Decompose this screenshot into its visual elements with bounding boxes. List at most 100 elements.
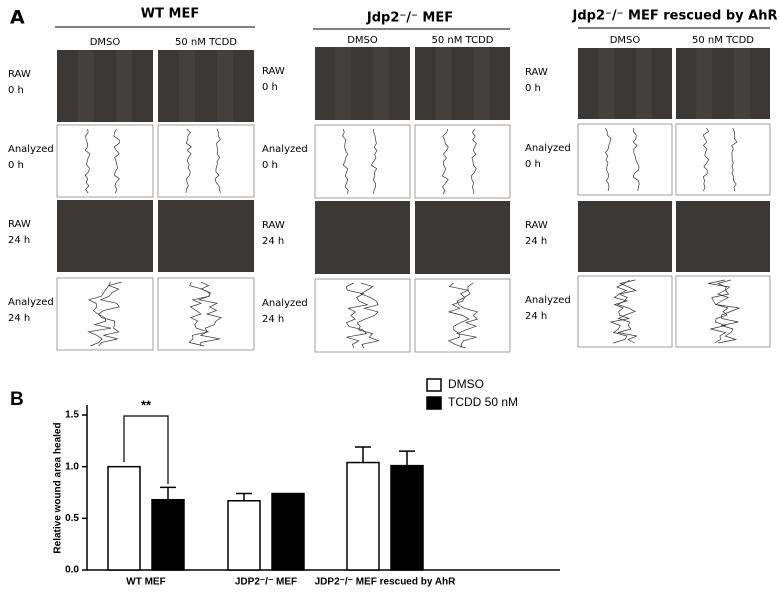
cell-front bbox=[342, 128, 349, 195]
row-label: Analyzed bbox=[262, 298, 308, 309]
wound-edge bbox=[178, 50, 195, 122]
row-label: RAW bbox=[262, 66, 285, 77]
row-label: RAW bbox=[262, 220, 285, 231]
cell-front bbox=[456, 282, 479, 349]
cell-front bbox=[714, 279, 741, 344]
wound-edge bbox=[373, 47, 390, 120]
micrograph bbox=[315, 47, 410, 120]
row-label: 0 h bbox=[8, 85, 24, 96]
panel-b: B Relative wound area healed 0.0 0.5 1.0 1.… bbox=[10, 377, 560, 588]
bar bbox=[227, 500, 261, 571]
row-label: Analyzed bbox=[525, 143, 571, 154]
row-label: 24 h bbox=[8, 235, 30, 246]
bar bbox=[346, 461, 380, 571]
cell-front bbox=[471, 128, 477, 195]
wound-edge bbox=[217, 50, 234, 122]
wound-edge bbox=[733, 48, 750, 119]
cell-front bbox=[731, 127, 738, 192]
row-label: RAW bbox=[525, 67, 548, 78]
micrograph bbox=[314, 278, 411, 353]
cell-front bbox=[84, 128, 91, 194]
column-label: 50 nM TCDD bbox=[432, 35, 494, 46]
row-label: Analyzed bbox=[8, 297, 54, 308]
micrograph bbox=[158, 200, 254, 272]
bar bbox=[151, 498, 185, 571]
x-tick-label: JDP2⁻/⁻ MEF rescued by AhR bbox=[315, 577, 457, 588]
row-label: 24 h bbox=[262, 314, 284, 325]
wound-edge bbox=[696, 48, 713, 119]
cell-front bbox=[616, 279, 638, 344]
bar bbox=[390, 464, 424, 571]
micrograph bbox=[676, 48, 770, 119]
wound-edge bbox=[435, 47, 452, 120]
significance-bracket bbox=[123, 415, 169, 484]
cell-front bbox=[97, 281, 122, 347]
x-tick-label: JDP2⁻/⁻ MEF bbox=[235, 577, 297, 588]
row-label: 24 h bbox=[8, 313, 30, 324]
wound-edge bbox=[116, 50, 133, 122]
bar bbox=[107, 465, 141, 571]
column-label: 50 nM TCDD bbox=[175, 37, 237, 48]
column-label: 50 nM TCDD bbox=[692, 35, 754, 46]
y-tick-label: 1.0 bbox=[65, 461, 79, 472]
legend-label: TCDD 50 nM bbox=[448, 395, 518, 409]
micrograph bbox=[314, 124, 411, 199]
cell-front bbox=[370, 128, 378, 195]
error-bar bbox=[236, 492, 252, 501]
row-label: 24 h bbox=[525, 236, 547, 247]
cell-front bbox=[113, 128, 120, 194]
micrograph bbox=[157, 124, 255, 198]
row-label: 0 h bbox=[262, 160, 278, 171]
y-tick-label: 1.5 bbox=[65, 410, 79, 421]
cell-front bbox=[197, 281, 222, 347]
x-tick-label: WT MEF bbox=[126, 577, 165, 588]
row-label: 0 h bbox=[262, 82, 278, 93]
micrograph bbox=[578, 201, 672, 272]
micrograph bbox=[414, 124, 511, 199]
row-label: 24 h bbox=[262, 236, 284, 247]
row-label: 0 h bbox=[525, 159, 541, 170]
panel-a: A WT MEF DMSO 50 nM TCDD RAW 0 h Analyzed 0 h R… bbox=[8, 7, 777, 353]
row-label: RAW bbox=[8, 219, 31, 230]
row-label: Analyzed bbox=[262, 144, 308, 155]
row-label: Analyzed bbox=[8, 144, 54, 155]
legend-label: DMSO bbox=[448, 377, 484, 391]
row-label: 0 h bbox=[8, 160, 24, 171]
cell-front bbox=[632, 127, 640, 192]
micrograph bbox=[57, 50, 153, 122]
error-bar bbox=[355, 446, 371, 463]
y-tick-label: 0.5 bbox=[65, 513, 79, 524]
column-label: DMSO bbox=[90, 37, 121, 48]
cell-front bbox=[609, 279, 631, 344]
cell-front bbox=[188, 281, 210, 347]
significance-label: ** bbox=[141, 397, 152, 412]
micrograph bbox=[57, 200, 153, 272]
legend-swatch bbox=[426, 378, 442, 392]
y-tick-label: 0.0 bbox=[65, 565, 79, 576]
row-label: 0 h bbox=[525, 83, 541, 94]
micrograph bbox=[415, 47, 510, 120]
cell-front bbox=[214, 128, 221, 194]
error-bar bbox=[160, 486, 176, 500]
panel-label: A bbox=[10, 7, 25, 29]
y-axis-label: Relative wound area healed bbox=[53, 422, 64, 553]
group-title: Jdp2⁻/⁻ MEF rescued by AhR bbox=[572, 9, 778, 24]
row-label: 24 h bbox=[525, 311, 547, 322]
error-bar bbox=[399, 450, 415, 466]
cell-front bbox=[356, 282, 380, 349]
micrograph bbox=[578, 48, 672, 119]
wound-edge bbox=[335, 47, 352, 120]
cell-front bbox=[702, 127, 710, 192]
cell-front bbox=[708, 279, 731, 344]
row-label: Analyzed bbox=[525, 295, 571, 306]
legend-swatch bbox=[426, 396, 442, 410]
cell-front bbox=[345, 282, 369, 349]
wound-edge bbox=[598, 48, 615, 119]
micrograph bbox=[577, 123, 673, 196]
wound-edge bbox=[77, 50, 94, 122]
micrograph bbox=[315, 201, 410, 274]
micrograph bbox=[415, 201, 510, 274]
row-label: RAW bbox=[525, 220, 548, 231]
micrograph bbox=[56, 277, 154, 351]
